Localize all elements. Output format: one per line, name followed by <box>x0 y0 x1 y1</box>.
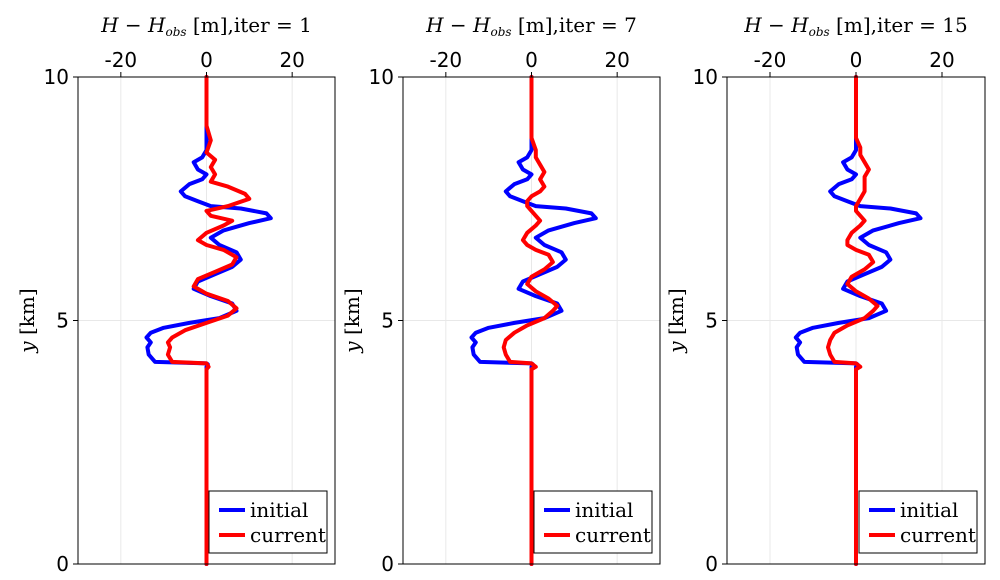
chart-title: H − Hobs [m],iter = 15 <box>743 13 967 39</box>
chart-title: H − Hobs [m],iter = 7 <box>425 13 637 39</box>
series-line-initial <box>793 75 923 566</box>
y-tick-label-0: 0 <box>705 552 718 576</box>
series-line-initial <box>144 75 273 566</box>
legend-box <box>533 490 653 554</box>
y-tick-label-0: 0 <box>56 552 69 576</box>
y-tick-label-2: 10 <box>369 65 394 89</box>
chart-title: H − Hobs [m],iter = 1 <box>100 13 312 39</box>
x-tick-label-1: 0 <box>200 48 213 72</box>
y-tick-label-2: 10 <box>44 65 69 89</box>
legend-label-current: current <box>250 523 326 547</box>
y-tick-label-0: 0 <box>381 552 394 576</box>
x-tick-label-1: 0 <box>525 48 538 72</box>
x-tick-label-0: -20 <box>754 48 787 72</box>
x-tick-label-0: -20 <box>104 48 137 72</box>
y-tick-label-1: 5 <box>56 309 69 333</box>
x-tick-label-2: 20 <box>279 48 304 72</box>
x-tick-label-1: 0 <box>850 48 863 72</box>
y-tick-label-1: 5 <box>705 309 718 333</box>
chart-panel-3: -20 0 20 0 5 10 H − Hobs [m],iter = 15 y [km] in… <box>664 13 986 576</box>
series-line-initial <box>469 75 598 566</box>
x-tick-label-2: 20 <box>604 48 629 72</box>
legend-label-initial: initial <box>900 498 958 522</box>
legend-label-initial: initial <box>250 498 308 522</box>
x-tick-label-0: -20 <box>429 48 462 72</box>
series-line-current <box>826 75 880 566</box>
y-axis-label: y [km] <box>664 288 688 353</box>
y-tick-label-2: 10 <box>693 65 718 89</box>
y-axis-label: y [km] <box>340 288 364 353</box>
series-line-current <box>501 75 560 566</box>
legend-box <box>858 490 978 554</box>
x-tick-label-2: 20 <box>929 48 954 72</box>
y-tick-label-1: 5 <box>381 309 394 333</box>
legend-label-current: current <box>575 523 651 547</box>
series-line-current <box>165 75 252 566</box>
legend-label-initial: initial <box>575 498 633 522</box>
chart-panel-1: -20 0 20 0 5 10 H − Hobs [m],iter = 1 y [km] ini… <box>15 13 336 576</box>
legend-box <box>208 490 328 554</box>
legend-label-current: current <box>900 523 976 547</box>
chart-panel-2: -20 0 20 0 5 10 H − Hobs [m],iter = 7 y [km] ini… <box>340 13 661 576</box>
y-axis-label: y [km] <box>15 288 39 353</box>
